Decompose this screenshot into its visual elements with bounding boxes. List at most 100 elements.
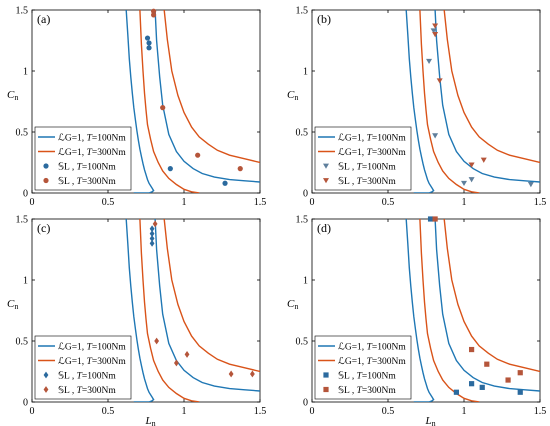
legend-marker-swatch [43,386,49,393]
data-point-T=100Nm [453,389,459,395]
y-axis-label: Cn [7,89,18,102]
legend-entry: ℒG=1, T=300Nm [58,356,126,367]
y-tick-label: 0.5 [16,128,29,139]
x-axis-label: Ln [144,415,155,426]
data-point-T=300Nm [174,359,179,367]
y-tick-label: 0.5 [296,337,309,348]
data-point-T=300Nm [152,220,158,228]
y-tick-label: 1.5 [16,6,29,17]
data-point-T=100Nm [144,35,151,41]
legend: ℒG=1, T=100Nm ℒG=1, T=300Nm 𝕊L , T=100Nm 𝕊L… [34,335,132,400]
data-point-T=300Nm [517,370,523,376]
legend: ℒG=1, T=100Nm ℒG=1, T=300Nm 𝕊L , T=100Nm 𝕊L… [314,126,412,191]
plot-area [405,219,540,402]
legend-entry: ℒG=1, T=100Nm [338,132,406,143]
legend-marker-swatch [43,163,49,169]
x-tick-label: 0 [30,406,35,417]
panel-label: (c) [37,221,50,235]
legend-entry: ℒG=1, T=300Nm [58,147,126,158]
x-tick-label: 1 [182,406,187,417]
series-line-T=300Nm [419,10,480,193]
legend-marker-swatch [323,372,329,378]
panel-label: (d) [317,221,331,235]
plot-area [125,10,260,193]
data-point-T=300Nm [151,12,157,18]
y-tick-label: 1 [303,67,308,78]
y-axis-label: Cn [7,298,18,311]
series-line-T=100Nm [405,219,435,402]
x-tick-label: 1.5 [254,406,267,417]
y-tick-label: 0 [303,189,308,200]
data-point-T=300Nm [469,346,475,353]
x-tick-label: 0.5 [102,406,115,417]
panel-label: (a) [37,12,50,26]
series-line-T=300Nm [163,10,260,164]
x-tick-label: 0 [310,406,315,417]
legend-entry: 𝕊L , T=100Nm [58,370,116,381]
data-point-T=300Nm [151,8,157,14]
x-tick-label: 1.5 [534,406,547,417]
x-tick-label: 1 [462,197,467,208]
data-point-T=300Nm [432,32,439,38]
legend-marker-swatch [43,371,49,379]
y-tick-label: 0.5 [296,128,309,139]
data-point-T=100Nm [427,216,434,222]
series-line-T=100Nm [434,10,540,183]
data-point-T=300Nm [432,216,438,222]
series-line-T=300Nm [443,10,540,164]
legend: ℒG=1, T=100Nm ℒG=1, T=300Nm 𝕊L , T=100Nm 𝕊L… [314,335,412,400]
series-line-T=100Nm [154,219,260,392]
data-point-T=300Nm [484,361,490,367]
data-point-T=300Nm [195,152,201,158]
data-point-T=300Nm [480,157,487,163]
series-line-T=300Nm [163,219,260,373]
plot-area [125,219,260,402]
x-tick-label: 0.5 [382,197,395,208]
legend-entry: 𝕊L , T=300Nm [58,176,116,187]
legend: ℒG=1, T=100Nm ℒG=1, T=300Nm 𝕊L , T=100Nm 𝕊L… [34,126,132,191]
data-point-T=100Nm [468,177,475,183]
y-tick-label: 0.5 [16,337,29,348]
series-line-T=300Nm [443,219,540,373]
legend-entry: ℒG=1, T=300Nm [338,356,406,367]
legend-entry: 𝕊L , T=300Nm [58,385,116,396]
series-line-T=300Nm [139,219,200,402]
y-axis-label: Cn [287,89,298,102]
data-point-T=100Nm [479,384,485,390]
y-tick-label: 0 [303,398,308,409]
x-tick-label: 1 [462,406,467,417]
legend-entry: 𝕊L , T=300Nm [338,385,396,396]
y-tick-label: 1 [303,276,308,287]
x-tick-label: 0 [310,197,315,208]
series-line-T=100Nm [125,10,155,193]
y-tick-label: 1.5 [16,215,29,226]
series-line-T=100Nm [125,219,155,402]
x-tick-label: 0 [30,197,35,208]
x-tick-label: 1 [182,197,187,208]
data-point-T=300Nm [160,105,166,111]
data-point-T=100Nm [527,182,534,188]
y-tick-label: 0 [23,189,28,200]
x-tick-label: 0.5 [102,197,115,208]
data-point-T=100Nm [149,235,155,242]
data-point-T=100Nm [461,180,467,187]
y-tick-label: 1 [23,276,28,287]
x-axis-label: Ln [424,415,435,426]
y-tick-label: 1 [23,67,28,78]
legend-entry: ℒG=1, T=100Nm [58,341,126,352]
data-point-T=300Nm [237,166,243,172]
y-tick-label: 0 [23,398,28,409]
data-point-T=300Nm [432,23,439,29]
data-point-T=100Nm [149,240,155,247]
legend-marker-swatch [323,386,329,393]
y-axis-label: Cn [287,298,298,311]
x-tick-label: 1.5 [534,197,547,208]
data-point-T=300Nm [436,78,443,84]
data-point-T=300Nm [505,377,511,383]
legend-entry: ℒG=1, T=100Nm [58,132,126,143]
series-line-T=300Nm [419,219,480,402]
